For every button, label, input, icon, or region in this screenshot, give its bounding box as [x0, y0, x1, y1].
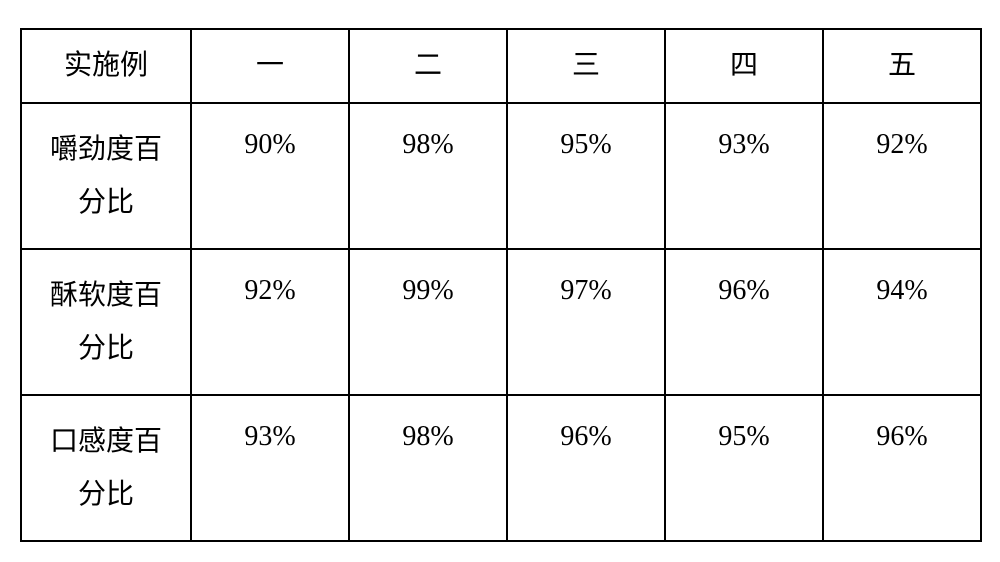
- row-label-line: 嚼劲度百: [26, 123, 186, 176]
- cell: 90%: [191, 103, 349, 249]
- col-header: 四: [665, 29, 823, 103]
- cell: 98%: [349, 395, 507, 541]
- row-label: 嚼劲度百 分比: [21, 103, 191, 249]
- row-label-line: 分比: [26, 176, 186, 229]
- cell: 96%: [507, 395, 665, 541]
- row-label-line: 酥软度百: [26, 269, 186, 322]
- row-label-line: 分比: [26, 322, 186, 375]
- data-table: 实施例 一 二 三 四 五 嚼劲度百 分比 90% 98% 95% 93% 92…: [20, 28, 982, 542]
- row-label-line: 分比: [26, 468, 186, 521]
- cell: 92%: [191, 249, 349, 395]
- cell: 94%: [823, 249, 981, 395]
- col-header: 实施例: [21, 29, 191, 103]
- row-label-line: 口感度百: [26, 415, 186, 468]
- cell: 95%: [665, 395, 823, 541]
- table-header-row: 实施例 一 二 三 四 五: [21, 29, 981, 103]
- col-header: 三: [507, 29, 665, 103]
- table-row: 酥软度百 分比 92% 99% 97% 96% 94%: [21, 249, 981, 395]
- cell: 92%: [823, 103, 981, 249]
- table-row: 嚼劲度百 分比 90% 98% 95% 93% 92%: [21, 103, 981, 249]
- cell: 95%: [507, 103, 665, 249]
- cell: 96%: [665, 249, 823, 395]
- cell: 96%: [823, 395, 981, 541]
- cell: 93%: [665, 103, 823, 249]
- row-label: 酥软度百 分比: [21, 249, 191, 395]
- table-container: 实施例 一 二 三 四 五 嚼劲度百 分比 90% 98% 95% 93% 92…: [0, 0, 1000, 562]
- col-header: 二: [349, 29, 507, 103]
- col-header: 五: [823, 29, 981, 103]
- table-row: 口感度百 分比 93% 98% 96% 95% 96%: [21, 395, 981, 541]
- row-label: 口感度百 分比: [21, 395, 191, 541]
- cell: 93%: [191, 395, 349, 541]
- col-header: 一: [191, 29, 349, 103]
- cell: 98%: [349, 103, 507, 249]
- cell: 97%: [507, 249, 665, 395]
- cell: 99%: [349, 249, 507, 395]
